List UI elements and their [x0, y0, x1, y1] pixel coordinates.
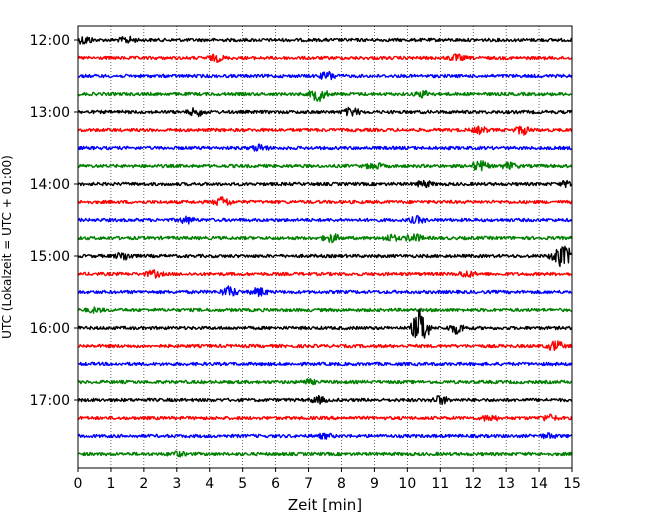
trace-1645 — [77, 378, 573, 386]
trace-1715 — [77, 413, 573, 422]
trace-1530 — [77, 285, 573, 297]
trace-1430 — [77, 215, 573, 225]
x-tick-label: 11 — [431, 476, 449, 492]
x-tick-label: 6 — [271, 476, 280, 492]
trace-1345 — [77, 160, 573, 172]
trace-1215 — [77, 53, 573, 64]
seismogram-traces — [77, 35, 573, 458]
x-tick-label: 0 — [74, 476, 83, 492]
x-axis-label: Zeit [min] — [288, 496, 362, 514]
x-axis-ticks: 0 1 2 3 4 5 6 7 8 9 10 11 12 13 14 15 — [74, 468, 581, 492]
trace-1415 — [77, 196, 573, 207]
trace-1245 — [77, 89, 573, 103]
y-tick-label: 17:00 — [30, 393, 70, 409]
trace-1630 — [77, 361, 573, 367]
y-tick-label: 13:00 — [30, 105, 70, 121]
x-tick-label: 3 — [172, 476, 181, 492]
x-tick-label: 5 — [238, 476, 247, 492]
trace-1315 — [77, 125, 573, 136]
y-axis-label: UTC (Lokalzeit = UTC + 01:00) — [0, 155, 14, 339]
trace-1230 — [77, 70, 573, 81]
x-tick-label: 15 — [563, 476, 581, 492]
trace-1600 — [77, 308, 573, 339]
y-tick-label: 12:00 — [30, 33, 70, 49]
y-tick-label: 16:00 — [30, 321, 70, 337]
plot-frame — [77, 25, 573, 469]
x-tick-label: 10 — [398, 476, 416, 492]
x-tick-label: 14 — [530, 476, 548, 492]
y-tick-label: 15:00 — [30, 249, 70, 265]
y-tick-label: 14:00 — [30, 177, 70, 193]
x-tick-label: 13 — [497, 476, 515, 492]
x-tick-label: 12 — [464, 476, 482, 492]
trace-1545 — [78, 306, 573, 314]
trace-1445 — [77, 233, 573, 244]
trace-1700 — [77, 394, 573, 406]
x-tick-label: 9 — [370, 476, 379, 492]
trace-1615 — [77, 340, 573, 352]
y-axis-ticks: 12:00 13:00 14:00 15:00 16:00 17:00 — [30, 33, 78, 409]
x-tick-label: 4 — [205, 476, 214, 492]
trace-1400 — [77, 179, 573, 189]
x-tick-label: 1 — [106, 476, 115, 492]
trace-1730 — [77, 432, 573, 440]
x-tick-label: 8 — [337, 476, 346, 492]
trace-1745 — [77, 450, 573, 458]
trace-1500 — [77, 245, 573, 268]
trace-1200 — [77, 35, 573, 45]
trace-1515 — [77, 269, 573, 279]
x-tick-label: 2 — [139, 476, 148, 492]
x-tick-label: 7 — [304, 476, 313, 492]
trace-1330 — [77, 143, 573, 152]
trace-1300 — [77, 106, 573, 118]
